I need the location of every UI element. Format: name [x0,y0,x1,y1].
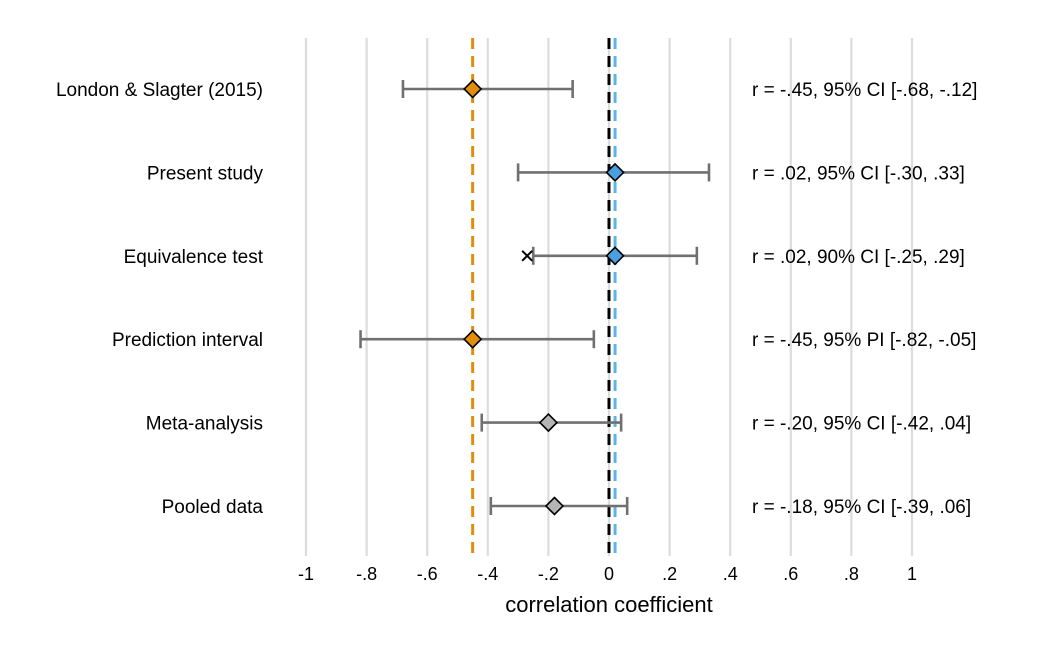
equivalence-bound-marker [521,250,533,262]
row-marks [480,412,623,433]
x-axis-title: correlation coefficient [505,592,713,617]
x-tick-label: .6 [783,564,798,584]
stat-label: r = -.18, 95% CI [-.39, .06] [752,497,971,518]
row-labels: London & Slagter (2015) Present study Equi… [56,80,264,518]
x-tick-label: -.8 [356,564,377,584]
estimate-rows [359,79,711,516]
row-label: Meta-analysis [146,414,263,435]
row-label: Equivalence test [124,247,264,268]
stat-label: r = -.45, 95% CI [-.68, -.12] [752,80,977,101]
estimate-diamond [605,246,625,266]
x-tick-label: .4 [723,564,738,584]
x-tick-label: -.4 [477,564,498,584]
row-label: Present study [147,163,264,184]
x-tick-label: 1 [907,564,917,584]
stat-label: r = -.45, 95% PI [-.82, -.05] [752,330,976,351]
stat-labels: r = -.45, 95% CI [-.68, -.12] r = .02, 95… [752,80,977,518]
stat-label: r = -.20, 95% CI [-.42, .04] [752,414,971,435]
row-label: London & Slagter (2015) [56,80,263,101]
x-tick-label: .8 [844,564,859,584]
x-tick-label: -.6 [417,564,438,584]
row-marks [516,162,711,183]
row-marks [489,496,629,516]
x-tick-label: -.2 [538,564,559,584]
x-tick-label: -1 [298,564,314,584]
x-axis-ticks: -1 -.8 -.6 -.4 -.2 0 .2 .4 .6 .8 1 [298,564,917,584]
estimate-diamond [538,412,559,433]
row-marks [521,246,699,266]
stat-label: r = .02, 90% CI [-.25, .29] [752,247,965,268]
estimate-diamond [544,496,565,516]
estimate-diamond [463,329,483,349]
row-label: Pooled data [162,497,264,518]
estimate-diamond [605,162,625,183]
row-marks [359,329,596,349]
x-tick-label: .2 [662,564,677,584]
stat-label: r = .02, 95% CI [-.30, .33] [752,163,965,184]
row-marks [401,79,574,99]
estimate-diamond [463,79,483,99]
row-label: Prediction interval [112,330,263,351]
x-tick-label: 0 [604,564,614,584]
reference-lines [471,38,617,556]
